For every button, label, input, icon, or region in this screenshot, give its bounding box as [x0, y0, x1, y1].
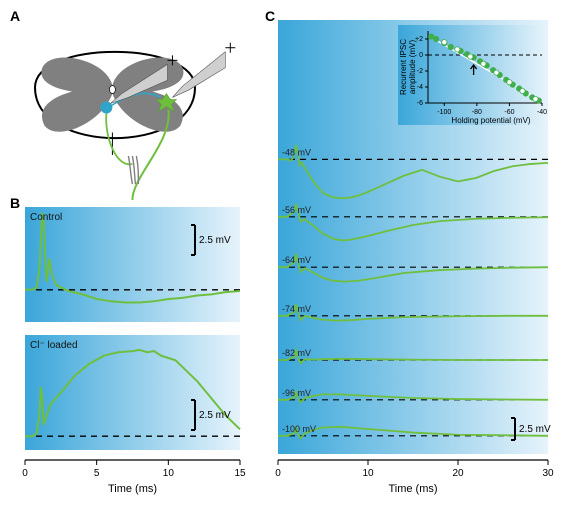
svg-text:-96 mV: -96 mV: [282, 388, 311, 398]
svg-text:2.5 mV: 2.5 mV: [199, 235, 231, 246]
svg-text:Control: Control: [30, 212, 62, 223]
svg-text:-60: -60: [504, 109, 514, 116]
panel-c-label: C: [265, 8, 275, 24]
svg-text:-40: -40: [537, 109, 547, 116]
svg-text:-56 mV: -56 mV: [282, 205, 311, 215]
svg-text:-100: -100: [437, 109, 451, 116]
svg-text:-82 mV: -82 mV: [282, 348, 311, 358]
svg-text:Holding potential (mV): Holding potential (mV): [451, 116, 530, 125]
svg-text:10: 10: [362, 468, 374, 479]
svg-text:30: 30: [542, 468, 554, 479]
svg-text:5: 5: [94, 468, 100, 479]
svg-text:-48 mV: -48 mV: [282, 147, 311, 157]
svg-text:-74 mV: -74 mV: [282, 304, 311, 314]
svg-text:-6: -6: [417, 100, 423, 107]
svg-text:Recurrent IPSC: Recurrent IPSC: [399, 39, 408, 95]
svg-text:20: 20: [452, 468, 464, 479]
svg-text:2.5 mV: 2.5 mV: [199, 410, 231, 421]
svg-text:Time (ms): Time (ms): [388, 483, 437, 495]
svg-text:-64 mV: -64 mV: [282, 255, 311, 265]
svg-text:15: 15: [234, 468, 246, 479]
svg-text:-80: -80: [472, 109, 482, 116]
svg-text:0: 0: [275, 468, 281, 479]
panel-b-label: B: [10, 195, 20, 211]
panel-a-label: A: [10, 8, 20, 24]
figure-root: { "panelA": { "label": "A", "label_pos":…: [0, 0, 565, 517]
svg-text:0: 0: [22, 468, 28, 479]
figure-svg: Control 2.5 mV Cl⁻ loaded 2.5 mV 0 5 10 15 Time …: [0, 0, 565, 517]
svg-text:2.5 mV: 2.5 mV: [519, 424, 551, 435]
svg-text:Time (ms): Time (ms): [108, 483, 157, 495]
svg-text:-100 mV: -100 mV: [282, 424, 316, 434]
svg-text:-2: -2: [417, 68, 423, 75]
svg-text:-4: -4: [417, 84, 423, 91]
svg-text:10: 10: [163, 468, 175, 479]
svg-text:0: 0: [419, 52, 423, 59]
svg-text:amplitude (mV): amplitude (mV): [408, 40, 417, 95]
svg-text:Cl⁻ loaded: Cl⁻ loaded: [30, 340, 78, 351]
